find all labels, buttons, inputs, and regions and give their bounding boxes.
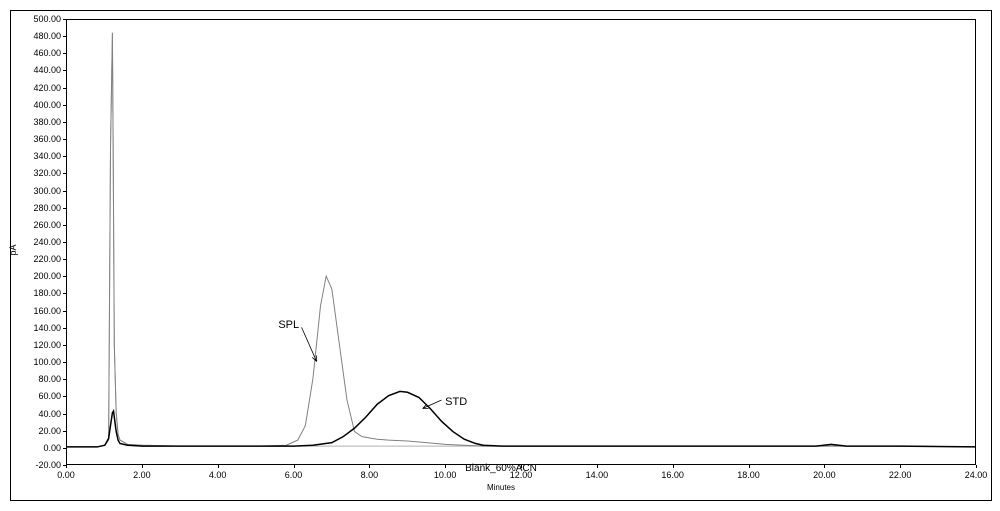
y-tick <box>63 379 66 380</box>
x-tick-label: 14.00 <box>586 470 609 480</box>
arrow-spl <box>302 327 317 361</box>
y-tick-label: 300.00 <box>23 186 61 196</box>
y-tick-label: 440.00 <box>23 65 61 75</box>
x-tick <box>976 465 977 468</box>
annotation-std: STD <box>445 396 467 408</box>
x-tick-label: 20.00 <box>813 470 836 480</box>
x-tick <box>294 465 295 468</box>
chart-traces <box>67 20 975 464</box>
y-tick <box>63 328 66 329</box>
x-tick-label: 2.00 <box>133 470 151 480</box>
trace-blank <box>67 33 975 447</box>
y-tick <box>63 139 66 140</box>
x-tick <box>218 465 219 468</box>
y-tick-label: 60.00 <box>23 391 61 401</box>
chromatogram-chart: pA Minutes Blank_60%ACN -20.000.0020.004… <box>10 10 992 501</box>
y-tick <box>63 276 66 277</box>
x-tick <box>597 465 598 468</box>
x-tick-label: 10.00 <box>434 470 457 480</box>
y-tick-label: 500.00 <box>23 14 61 24</box>
x-tick-label: 0.00 <box>57 470 75 480</box>
y-tick-label: 180.00 <box>23 288 61 298</box>
y-tick-label: 400.00 <box>23 100 61 110</box>
y-tick <box>63 173 66 174</box>
y-axis-label: pA <box>8 244 18 255</box>
y-tick-label: 120.00 <box>23 340 61 350</box>
y-tick-label: 380.00 <box>23 117 61 127</box>
x-tick-label: 4.00 <box>209 470 227 480</box>
y-tick <box>63 414 66 415</box>
y-tick-label: 340.00 <box>23 151 61 161</box>
y-tick <box>63 156 66 157</box>
x-tick <box>369 465 370 468</box>
x-tick <box>66 465 67 468</box>
x-tick-label: 8.00 <box>361 470 379 480</box>
x-tick <box>824 465 825 468</box>
x-tick <box>749 465 750 468</box>
y-tick <box>63 431 66 432</box>
y-tick <box>63 396 66 397</box>
y-tick <box>63 293 66 294</box>
y-tick <box>63 191 66 192</box>
y-tick-label: 360.00 <box>23 134 61 144</box>
y-tick-label: 320.00 <box>23 168 61 178</box>
y-tick-label: 160.00 <box>23 306 61 316</box>
x-tick-label: 18.00 <box>737 470 760 480</box>
y-tick <box>63 448 66 449</box>
x-tick-label: 12.00 <box>510 470 533 480</box>
y-tick-label: 240.00 <box>23 237 61 247</box>
y-tick-label: 80.00 <box>23 374 61 384</box>
y-tick <box>63 259 66 260</box>
x-axis-label: Minutes <box>487 483 515 492</box>
y-tick-label: 260.00 <box>23 220 61 230</box>
x-tick-label: 24.00 <box>965 470 988 480</box>
y-tick <box>63 225 66 226</box>
annotation-spl: SPL <box>278 319 299 331</box>
x-tick-label: 6.00 <box>285 470 303 480</box>
x-tick <box>521 465 522 468</box>
trace-spl <box>67 33 975 447</box>
y-tick-label: 40.00 <box>23 409 61 419</box>
x-tick <box>900 465 901 468</box>
y-tick <box>63 88 66 89</box>
y-tick-label: 140.00 <box>23 323 61 333</box>
y-tick-label: -20.00 <box>23 460 61 470</box>
y-tick-label: 220.00 <box>23 254 61 264</box>
y-tick <box>63 70 66 71</box>
plot-area <box>66 19 976 465</box>
y-tick-label: 100.00 <box>23 357 61 367</box>
y-tick <box>63 242 66 243</box>
x-tick-label: 16.00 <box>661 470 684 480</box>
y-tick <box>63 19 66 20</box>
trace-std <box>67 391 975 447</box>
y-tick-label: 200.00 <box>23 271 61 281</box>
y-tick-label: 20.00 <box>23 426 61 436</box>
x-tick <box>142 465 143 468</box>
y-tick-label: 280.00 <box>23 203 61 213</box>
x-tick <box>673 465 674 468</box>
y-tick <box>63 208 66 209</box>
y-tick-label: 420.00 <box>23 83 61 93</box>
y-tick <box>63 53 66 54</box>
y-tick <box>63 122 66 123</box>
y-tick-label: 0.00 <box>23 443 61 453</box>
x-tick <box>445 465 446 468</box>
y-tick <box>63 311 66 312</box>
y-tick <box>63 105 66 106</box>
y-tick-label: 480.00 <box>23 31 61 41</box>
y-tick-label: 460.00 <box>23 48 61 58</box>
y-tick <box>63 345 66 346</box>
y-tick <box>63 36 66 37</box>
y-tick <box>63 362 66 363</box>
x-tick-label: 22.00 <box>889 470 912 480</box>
